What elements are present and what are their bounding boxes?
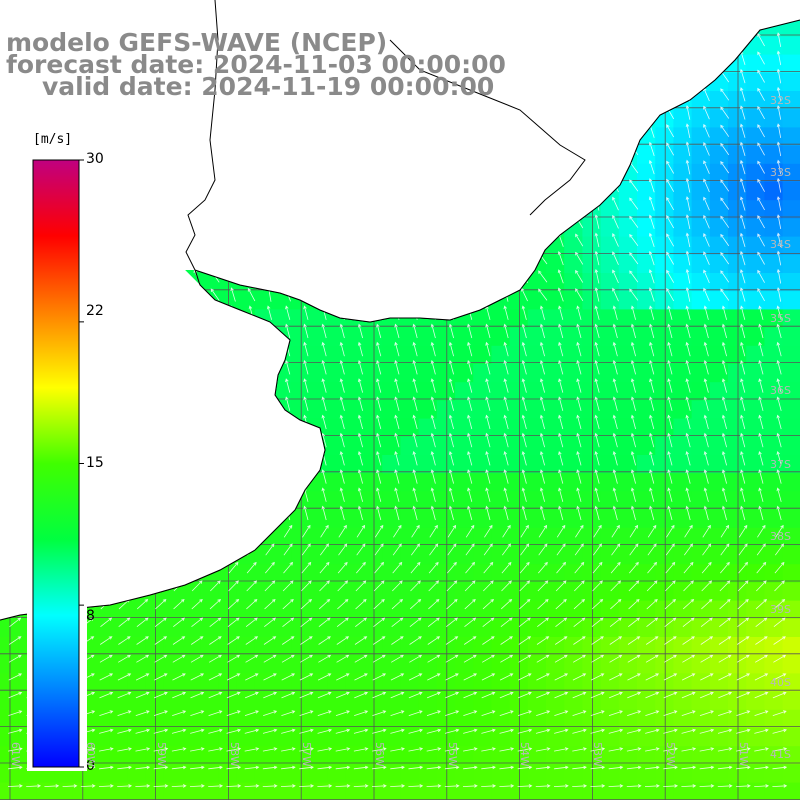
lon-label: 53W bbox=[591, 742, 604, 767]
lat-label: 32S bbox=[770, 94, 791, 107]
lat-label: 40S bbox=[770, 676, 791, 689]
lon-label: 52W bbox=[664, 742, 677, 767]
lat-label: 39S bbox=[770, 603, 791, 616]
title-model: modelo GEFS-WAVE (NCEP) bbox=[6, 28, 388, 57]
colorbar-tick-30: 30 bbox=[86, 151, 104, 167]
lat-label: 37S bbox=[770, 458, 791, 471]
lon-label: 51W bbox=[737, 742, 750, 767]
lat-label: 41S bbox=[770, 748, 791, 761]
coastline-overlay bbox=[0, 0, 800, 621]
lagoon-shore bbox=[389, 39, 586, 216]
colorbar-tick-15: 15 bbox=[86, 455, 104, 471]
lon-label: 57W bbox=[300, 742, 313, 767]
lat-label: 34S bbox=[770, 238, 791, 251]
lon-label: 54W bbox=[518, 742, 531, 767]
lon-label: 55W bbox=[446, 742, 459, 767]
lat-label: 33S bbox=[770, 166, 791, 179]
title-forecast-date: forecast date: 2024-11-03 00:00:00 bbox=[6, 50, 506, 79]
colorbar-tick-0: 0 bbox=[86, 758, 95, 774]
lon-label: 60W bbox=[84, 742, 97, 767]
border-river bbox=[185, 0, 219, 271]
colorbar-gradient bbox=[32, 159, 80, 768]
title-valid-date: valid date: 2024-11-19 00:00:00 bbox=[42, 72, 495, 101]
colorbar-tick-22: 22 bbox=[86, 303, 104, 319]
land-uruguay-brazil bbox=[0, 0, 800, 322]
lat-label: 38S bbox=[770, 530, 791, 543]
lon-label: 56W bbox=[373, 742, 386, 767]
colorbar bbox=[27, 120, 87, 771]
lat-label: 36S bbox=[770, 384, 791, 397]
colorbar-unit: [m/s] bbox=[33, 132, 73, 147]
colorbar-tick-8: 8 bbox=[86, 608, 95, 624]
coastline-south bbox=[0, 269, 326, 621]
lon-label: 58W bbox=[228, 742, 241, 767]
lon-label: 61W bbox=[9, 742, 22, 767]
coastline-north bbox=[194, 19, 800, 323]
lat-label: 35S bbox=[770, 312, 791, 325]
lon-label: 59W bbox=[155, 742, 168, 767]
